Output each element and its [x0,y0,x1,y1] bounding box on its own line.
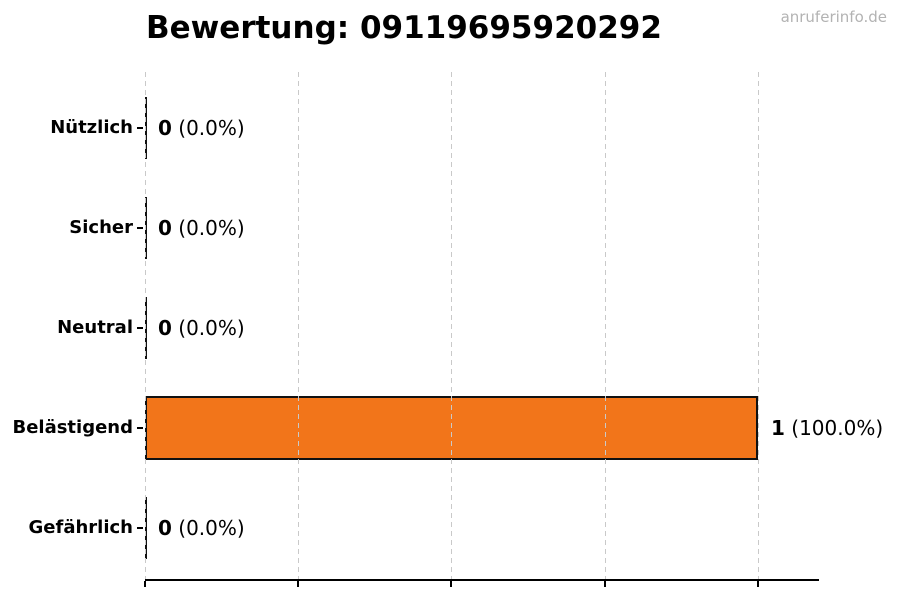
gridline-x-0.5 [451,72,452,579]
zero-bar-nuetzlich [145,96,147,159]
x-tick-0.25 [297,581,299,587]
gridline-x-0.25 [298,72,299,579]
category-label-sicher: Sicher [69,216,133,238]
x-tick-1 [757,581,759,587]
value-percent-nuetzlich: (0.0%) [171,115,245,140]
x-tick-0.75 [604,581,606,587]
value-label-sicher: 0 (0.0%) [158,216,245,240]
gridline-x-0.75 [605,72,606,579]
value-count-neutral: 0 [158,315,172,340]
value-label-gefaehrlich: 0 (0.0%) [158,516,245,540]
y-tick-nuetzlich [137,126,143,129]
y-tick-neutral [137,326,143,329]
value-count-sicher: 0 [158,215,172,240]
value-label-belaestigend: 1 (100.0%) [771,416,883,440]
plot-area: Nützlich 0 (0.0%) Sicher 0 (0.0%) Neutral 0 (… [12,72,883,587]
category-label-gefaehrlich: Gefährlich [28,516,133,538]
watermark: anruferinfo.de [780,8,887,26]
category-label-nuetzlich: Nützlich [50,116,133,138]
gridline-x-0 [145,72,146,579]
chart-title: Bewertung: 09119695920292 [146,10,662,46]
zero-bar-gefaehrlich [145,496,147,559]
value-percent-belaestigend: (100.0%) [784,415,884,440]
y-tick-gefaehrlich [137,526,143,529]
value-count-nuetzlich: 0 [158,115,172,140]
value-count-gefaehrlich: 0 [158,515,172,540]
zero-bar-sicher [145,196,147,259]
value-percent-gefaehrlich: (0.0%) [171,515,245,540]
x-tick-0.5 [450,581,452,587]
y-tick-belaestigend [137,426,143,429]
value-percent-sicher: (0.0%) [171,215,245,240]
value-count-belaestigend: 1 [771,415,785,440]
gridline-x-1 [758,72,759,579]
category-label-neutral: Neutral [57,316,133,338]
value-label-nuetzlich: 0 (0.0%) [158,116,245,140]
y-tick-sicher [137,226,143,229]
x-tick-0 [144,581,146,587]
value-label-neutral: 0 (0.0%) [158,316,245,340]
zero-bar-neutral [145,296,147,359]
value-percent-neutral: (0.0%) [171,315,245,340]
category-label-belaestigend: Belästigend [12,416,133,438]
